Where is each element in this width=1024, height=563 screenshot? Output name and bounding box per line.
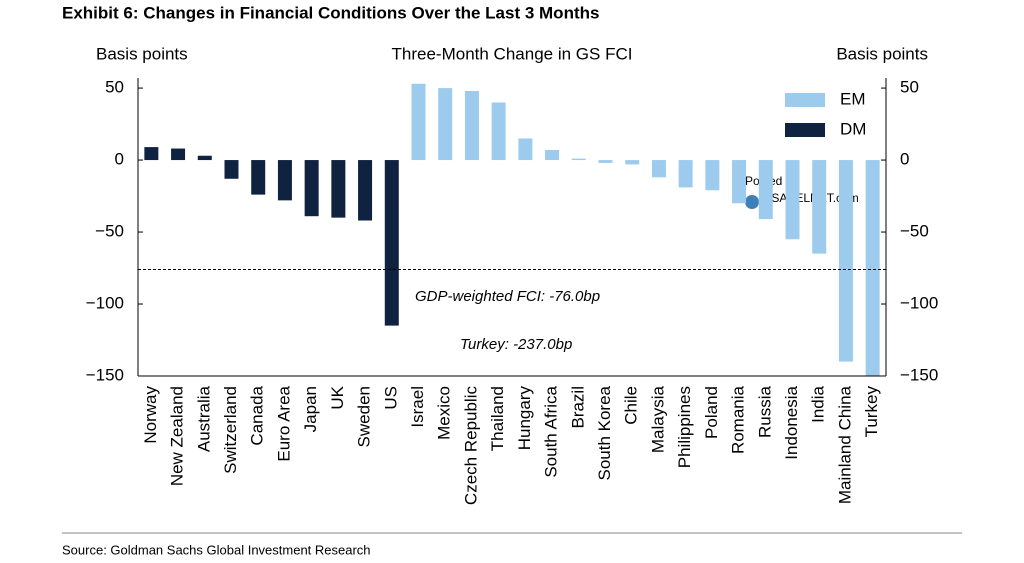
x-tick-label: Mainland China xyxy=(835,385,854,504)
x-tick-label: Russia xyxy=(755,385,774,438)
x-tick-label: Canada xyxy=(248,385,267,445)
bar xyxy=(491,102,506,161)
bars xyxy=(144,83,880,376)
x-tick-label: Switzerland xyxy=(221,386,240,474)
x-tick-label: South Africa xyxy=(542,385,561,477)
bar xyxy=(651,160,666,178)
x-tick-label: Sweden xyxy=(355,386,374,447)
x-tick-label: New Zealand xyxy=(168,386,187,486)
bar xyxy=(411,83,426,161)
x-tick-label: Euro Area xyxy=(274,385,293,461)
bar xyxy=(277,160,292,201)
x-tick-label: Czech Republic xyxy=(461,386,480,506)
y2-tick-label: −150 xyxy=(900,365,938,384)
bar xyxy=(625,160,640,165)
x-tick-label: Brazil xyxy=(568,386,587,429)
bar xyxy=(384,160,399,326)
bar xyxy=(331,160,346,218)
x-tick-label: Poland xyxy=(702,386,721,439)
x-tick-label: Norway xyxy=(141,386,160,444)
x-tick-label: Indonesia xyxy=(782,385,801,459)
x-tick-label: Romania xyxy=(729,385,748,454)
x-tick-label: Israel xyxy=(408,386,427,428)
bar xyxy=(438,88,453,161)
x-tick-label: India xyxy=(809,385,828,422)
y-tick-label: −50 xyxy=(95,222,124,241)
y-tick-label: 50 xyxy=(105,78,124,97)
bar xyxy=(197,155,212,161)
x-tick-label: Mexico xyxy=(435,386,454,440)
bar xyxy=(171,148,186,161)
legend-swatch xyxy=(785,123,825,137)
reference-label: GDP-weighted FCI: -76.0bp xyxy=(415,288,600,305)
y-axis-label: Basis points xyxy=(96,44,188,63)
bar xyxy=(358,160,373,221)
bar xyxy=(705,160,720,191)
bar xyxy=(758,160,773,220)
chart-subtitle: Three-Month Change in GS FCI xyxy=(392,44,633,63)
bar xyxy=(732,160,747,204)
y2-tick-label: 50 xyxy=(900,78,919,97)
x-tick-label: Turkey xyxy=(862,386,881,438)
legend-swatch xyxy=(785,93,825,107)
bar xyxy=(785,160,800,240)
bar xyxy=(518,138,533,161)
x-tick-label: Australia xyxy=(194,385,213,452)
x-tick-label: UK xyxy=(328,385,347,409)
x-tick-label: Malaysia xyxy=(648,385,667,453)
bar xyxy=(598,160,613,163)
bar xyxy=(545,149,560,161)
bar xyxy=(304,160,319,217)
legend-label: EM xyxy=(840,89,866,108)
bar xyxy=(865,160,880,376)
x-tick-label: Thailand xyxy=(488,386,507,451)
legend-label: DM xyxy=(840,119,866,138)
y2-tick-label: −100 xyxy=(900,294,938,313)
x-tick-label: South Korea xyxy=(595,385,614,480)
source: Source: Goldman Sachs Global Investment … xyxy=(62,542,371,557)
y2-tick-label: −50 xyxy=(900,222,929,241)
bar xyxy=(251,160,266,195)
bar xyxy=(571,158,586,161)
bar xyxy=(224,160,239,179)
bar xyxy=(812,160,827,254)
x-tick-label: Chile xyxy=(622,386,641,425)
y-tick-label: 0 xyxy=(115,150,124,169)
bar xyxy=(678,160,693,188)
x-tick-label: Japan xyxy=(301,386,320,432)
bar xyxy=(464,90,479,161)
annotation: Turkey: -237.0bp xyxy=(460,336,572,353)
x-tick-label: Philippines xyxy=(675,386,694,468)
y2-tick-label: 0 xyxy=(900,150,909,169)
x-tick-label: US xyxy=(381,386,400,410)
y-tick-label: −100 xyxy=(86,294,124,313)
x-tick-label: Hungary xyxy=(515,386,534,451)
bar xyxy=(838,160,853,362)
y2-axis-label: Basis points xyxy=(836,44,928,63)
y-tick-label: −150 xyxy=(86,365,124,384)
chart-title: Exhibit 6: Changes in Financial Conditio… xyxy=(62,3,599,22)
watermark-icon xyxy=(745,195,759,209)
bar xyxy=(144,147,159,161)
